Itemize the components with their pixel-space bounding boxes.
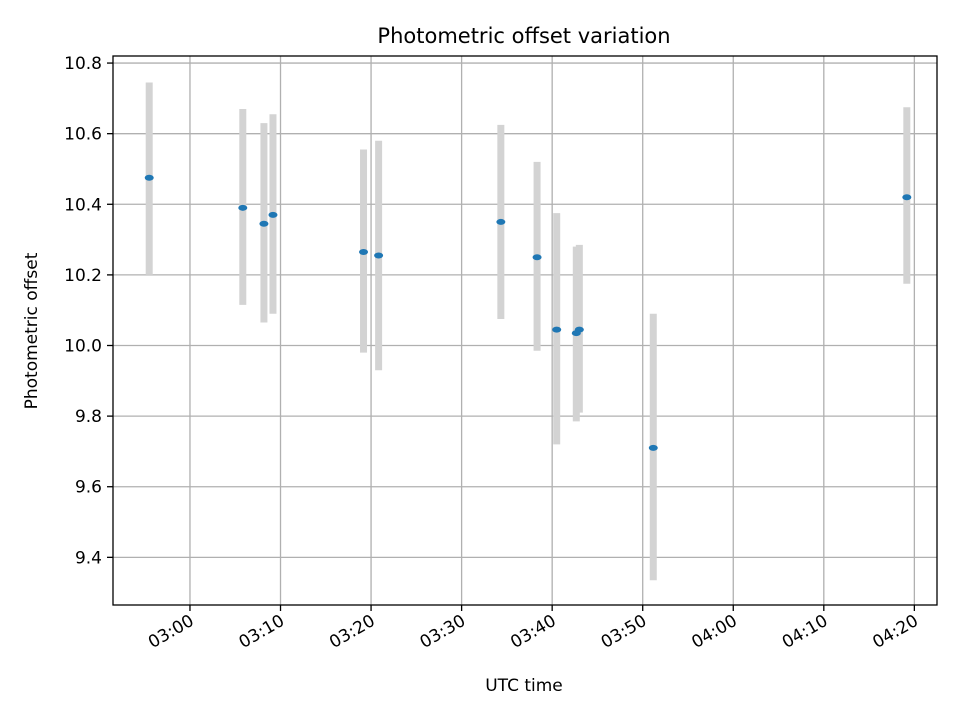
y-tick-label: 10.0	[64, 337, 102, 357]
x-axis-title: UTC time	[485, 676, 563, 696]
plot-frame	[112, 55, 938, 606]
y-tick-label: 9.4	[75, 548, 102, 568]
grid-lines	[113, 56, 937, 605]
y-tick-label: 9.8	[75, 407, 102, 427]
data-point	[902, 194, 912, 201]
data-point	[374, 252, 384, 259]
y-tick-label: 10.6	[64, 125, 102, 145]
data-point	[238, 204, 248, 211]
y-axis-title: Photometric offset	[22, 252, 42, 409]
data-point	[496, 218, 506, 225]
data-point	[359, 248, 369, 255]
y-tick-label: 10.2	[64, 266, 102, 286]
y-tick-label: 10.8	[64, 54, 102, 74]
data-point	[574, 326, 584, 333]
data-point	[552, 326, 562, 333]
y-tick-label: 10.4	[64, 195, 102, 215]
data-point	[259, 220, 269, 227]
data-point	[144, 174, 154, 181]
data-point	[268, 211, 278, 218]
chart-title: Photometric offset variation	[377, 24, 670, 48]
y-axis: 9.4 9.6 9.8 10.0 10.2 10.4 10.6 10.8	[64, 54, 113, 568]
data-point	[648, 444, 658, 451]
data-points	[144, 174, 912, 451]
data-point	[532, 254, 542, 261]
y-tick-label: 9.6	[75, 478, 102, 498]
